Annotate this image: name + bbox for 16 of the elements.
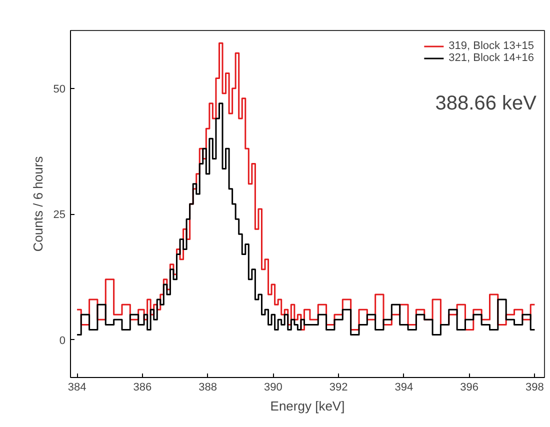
y-axis-title: Counts / 6 hours [30, 156, 46, 252]
x-tick-label: 384 [68, 382, 86, 394]
y-tick-label: 25 [53, 209, 66, 222]
x-tick-label: 396 [460, 382, 478, 394]
x-tick-label: 388 [198, 382, 217, 394]
x-tick-label: 386 [133, 382, 152, 394]
x-tick-label: 398 [526, 382, 544, 394]
legend-label: 319, Block 13+15 [448, 40, 534, 52]
legend-label: 321, Block 14+16 [448, 52, 534, 64]
x-tick-label: 392 [329, 382, 348, 394]
y-tick-label: 50 [53, 83, 66, 96]
annotation: 388.66 keV [435, 92, 538, 114]
x-tick-label: 394 [394, 382, 414, 394]
x-tick-label: 390 [264, 382, 282, 394]
y-tick-label: 0 [59, 334, 66, 347]
x-axis-title: Energy [keV] [270, 398, 345, 414]
